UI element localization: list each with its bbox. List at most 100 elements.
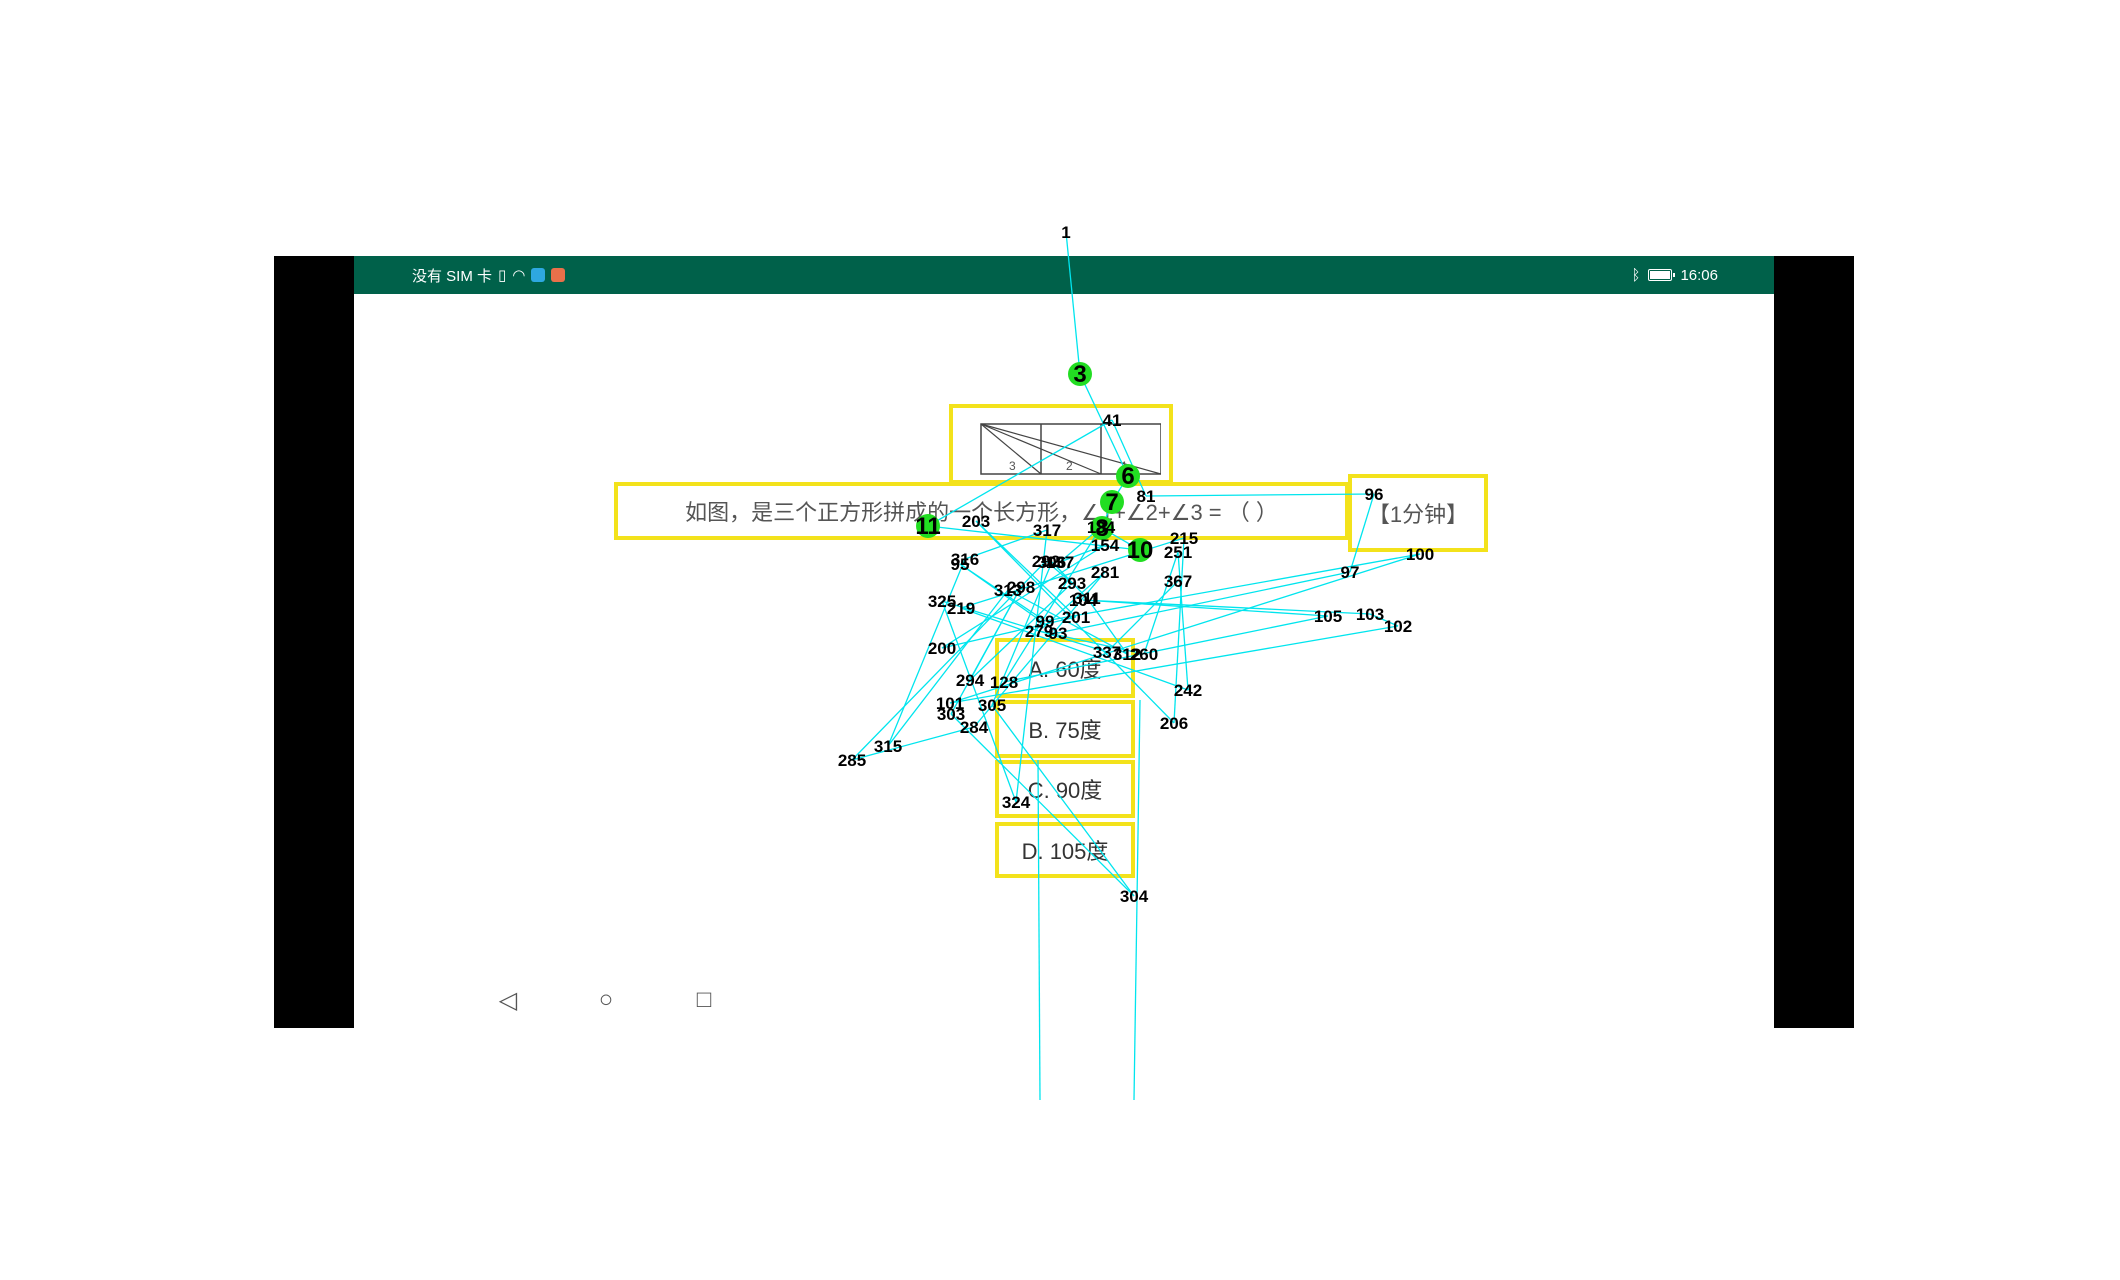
trace-label: 93	[1049, 624, 1068, 643]
trace-label: 303	[937, 705, 965, 724]
trace-marker	[1100, 490, 1124, 514]
trace-label: 284	[960, 718, 989, 737]
trace-label: 102	[1384, 617, 1412, 636]
trace-line	[1082, 599, 1329, 617]
trace-label: 1	[1061, 223, 1070, 242]
question-text-box: 如图，是三个正方形拼成的一个长方形，∠1+∠2+∠3 = （ ）	[614, 482, 1349, 540]
trace-line	[1059, 544, 1106, 563]
trace-label: 154	[1091, 536, 1120, 555]
trace-label: 8	[1095, 515, 1108, 542]
trace-label: 81	[1137, 487, 1156, 506]
trace-label: 96	[1365, 485, 1384, 504]
trace-label: 95	[951, 555, 970, 574]
trace-line	[1065, 231, 1081, 375]
status-bar-right: ᛒ 16:06	[1631, 256, 1718, 294]
trace-line	[941, 600, 1108, 653]
trace-line	[1037, 759, 1041, 1101]
trace-label: 206	[1160, 714, 1188, 733]
trace-line	[1369, 613, 1399, 627]
trace-label: 324	[1002, 793, 1031, 812]
trace-line	[851, 726, 975, 761]
home-icon[interactable]: ○	[598, 986, 614, 1013]
trace-line	[941, 544, 1106, 649]
back-icon[interactable]: ◁	[498, 986, 518, 1014]
trace-line	[949, 625, 1399, 704]
trace-label: 337	[1093, 643, 1121, 662]
recents-icon[interactable]: □	[696, 986, 712, 1013]
sim-card-icon: ▯	[498, 267, 507, 284]
clock: 16:06	[1680, 266, 1718, 284]
trace-label: 281	[1091, 563, 1119, 582]
trace-line	[1003, 615, 1329, 683]
trace-label: 105	[1314, 607, 1342, 626]
trace-line	[991, 561, 1053, 706]
wifi-icon: ◠	[512, 267, 526, 284]
trace-label: 298	[1007, 578, 1035, 597]
trace-label: 325	[928, 592, 956, 611]
trace-label: 100	[1406, 545, 1434, 564]
trace-line	[1177, 551, 1189, 691]
trace-label: 215	[1170, 529, 1198, 548]
bluetooth-icon: ᛒ	[1631, 266, 1641, 284]
trace-marker	[1128, 538, 1152, 562]
trace-marker	[1068, 362, 1092, 386]
trace-line	[1086, 597, 1128, 655]
trace-line	[927, 525, 1141, 551]
trace-line	[1106, 580, 1179, 653]
time-hint-box: 【1分钟】	[1348, 474, 1488, 552]
trace-line	[960, 607, 1189, 691]
trace-line	[1015, 529, 1048, 803]
trace-line	[941, 616, 1077, 649]
trace-label: 201	[1062, 608, 1090, 627]
trace-marker	[1116, 464, 1140, 488]
option-c[interactable]: C. 90度	[995, 760, 1135, 818]
trace-line	[941, 600, 1017, 803]
trace-label: 285	[838, 751, 866, 770]
trace-label: 97	[1341, 563, 1360, 582]
trace-marker	[916, 514, 940, 538]
carrier-text: 没有 SIM 卡	[412, 267, 493, 285]
trace-line	[1349, 493, 1375, 573]
trace-label: 293	[1058, 574, 1086, 593]
trace-line	[949, 553, 1421, 704]
trace-label: 279	[1025, 622, 1053, 641]
trace-label: 134	[1087, 518, 1116, 537]
trace-line	[950, 713, 1135, 897]
option-b[interactable]: B. 75度	[995, 700, 1135, 758]
trace-line	[1111, 419, 1147, 497]
trace-label: 6	[1121, 463, 1134, 490]
trace-line	[950, 586, 1022, 715]
trace-label: 3	[1073, 361, 1086, 388]
trace-line	[1133, 699, 1141, 1101]
trace-label: 41	[1103, 411, 1122, 430]
trace-line	[975, 520, 1175, 724]
option-b-label: B. 75度	[1028, 718, 1102, 743]
trace-label: 11	[915, 513, 940, 540]
app-notification-icon	[531, 268, 546, 282]
trace-marker	[1090, 516, 1114, 540]
trace-line	[1143, 551, 1179, 655]
trace-label: 99	[1036, 612, 1055, 631]
trace-line	[973, 571, 1106, 728]
trace-label: 317	[1033, 521, 1061, 540]
trace-label: 260	[1130, 645, 1158, 664]
trace-line	[991, 704, 1135, 897]
trace-label: 294	[956, 671, 985, 690]
trace-line	[1173, 537, 1185, 724]
trace-label: 305	[978, 696, 1006, 715]
trace-line	[975, 520, 1077, 618]
trace-line	[851, 560, 1047, 761]
status-bar-left: 没有 SIM 卡 ▯ ◠	[412, 256, 566, 294]
trace-line	[1145, 493, 1375, 497]
trace-label: 219	[947, 599, 975, 618]
trace-label: 367	[1164, 572, 1192, 591]
battery-icon	[1648, 269, 1676, 281]
trace-label: 10	[1127, 537, 1154, 564]
trace-label: 200	[928, 639, 956, 658]
trace-label: 311	[1073, 589, 1100, 608]
battery-fill	[1650, 271, 1671, 279]
trace-label: 103	[1356, 605, 1384, 624]
trace-label: 242	[1174, 681, 1202, 700]
trace-label: 315	[874, 737, 902, 756]
